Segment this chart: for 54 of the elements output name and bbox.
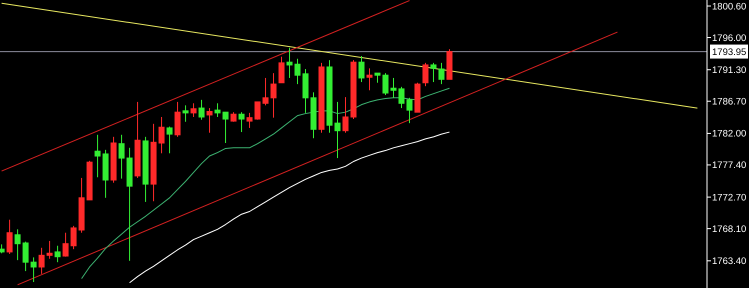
y-tick-label: 1782.00 xyxy=(712,128,746,140)
candlestick xyxy=(14,228,21,261)
candlestick xyxy=(54,245,61,263)
y-tick-label: 1772.70 xyxy=(712,192,746,204)
candlestick xyxy=(382,72,388,96)
candlestick xyxy=(174,101,181,138)
candlestick xyxy=(278,56,285,84)
candlestick xyxy=(206,108,213,134)
candlestick xyxy=(118,134,125,180)
candlestick xyxy=(366,68,372,91)
candlestick xyxy=(262,77,269,106)
y-tick-label: 1796.00 xyxy=(712,32,746,44)
candlestick xyxy=(390,77,396,98)
candlestick xyxy=(254,101,261,120)
line-series xyxy=(81,88,450,280)
candlestick xyxy=(294,58,301,85)
candlestick xyxy=(302,68,309,114)
line-series xyxy=(129,132,450,284)
y-tick-label: 1786.70 xyxy=(712,96,746,108)
candlestick xyxy=(398,86,404,109)
candlestick xyxy=(46,240,53,260)
candlestick xyxy=(286,47,293,78)
y-tick-label: 1768.10 xyxy=(712,224,746,235)
candlestick xyxy=(238,112,245,133)
candlestick xyxy=(230,112,237,122)
candlestick xyxy=(22,241,29,272)
y-tick-label: 1791.30 xyxy=(712,65,746,76)
candlestick xyxy=(334,101,341,159)
candlestick xyxy=(358,56,364,83)
candlestick xyxy=(198,99,205,120)
candlestick xyxy=(438,62,444,85)
candlestick xyxy=(182,104,189,122)
y-tick-label: 1800.60 xyxy=(712,1,746,12)
y-tick-label: 1763.40 xyxy=(712,256,746,268)
candlestick xyxy=(62,232,69,258)
candlestick xyxy=(38,247,45,274)
candlestick xyxy=(30,256,37,283)
candlestick xyxy=(158,116,165,154)
candlestick xyxy=(214,102,221,118)
candlestick xyxy=(374,72,380,84)
candlestick xyxy=(70,225,77,250)
candlestick xyxy=(430,62,436,83)
candlestick xyxy=(422,62,428,87)
candlestick xyxy=(6,219,13,254)
candlestick xyxy=(246,112,253,128)
candlestick xyxy=(94,134,101,178)
candlestick xyxy=(222,112,229,144)
ref-line-label: 1793.95 xyxy=(712,46,746,58)
candlestick xyxy=(166,126,173,154)
candlestick xyxy=(190,102,197,118)
y-tick-label: 1777.40 xyxy=(712,160,746,172)
candlestick xyxy=(406,97,412,124)
candlestick xyxy=(342,96,348,134)
candlestick xyxy=(270,72,277,118)
